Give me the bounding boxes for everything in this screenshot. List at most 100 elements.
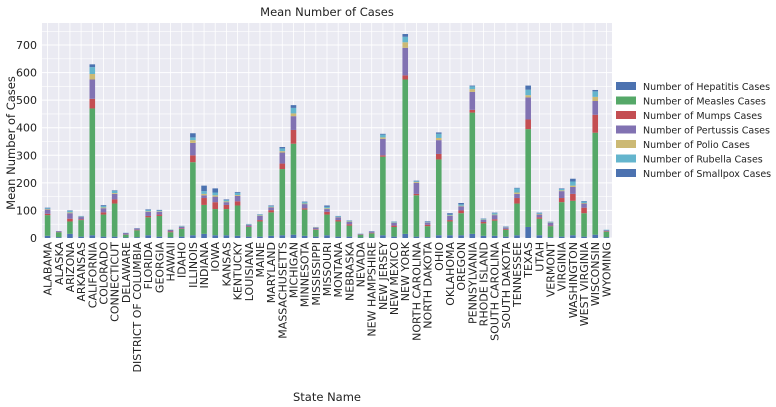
bar-segment xyxy=(480,222,487,224)
bar-segment xyxy=(290,105,297,108)
bar-segment xyxy=(245,225,252,227)
x-tick-label: TENNESSEE xyxy=(511,242,524,308)
bar-segment xyxy=(335,217,341,221)
bar-segment xyxy=(469,89,476,92)
x-tick-label: OKLAHOMA xyxy=(444,242,457,306)
bar-segment xyxy=(558,190,565,192)
bar-segment xyxy=(335,236,341,238)
bar-segment xyxy=(570,200,576,236)
legend-label: Number of Mumps Cases xyxy=(643,111,762,122)
bar-segment xyxy=(413,193,420,196)
bar-segment xyxy=(458,204,464,206)
bar-segment xyxy=(536,214,543,218)
legend-label: Number of Pertussis Cases xyxy=(643,126,770,137)
bar-segment xyxy=(268,205,274,207)
x-tick-label: VIRGINIA xyxy=(556,242,569,292)
bar-segment xyxy=(581,202,587,204)
bar-segment xyxy=(234,205,241,236)
bar-segment xyxy=(469,86,476,90)
bar-segment xyxy=(435,132,442,134)
bar-segment xyxy=(301,209,308,236)
bar-segment xyxy=(111,199,118,204)
bar-segment xyxy=(67,218,73,222)
bar-segment xyxy=(536,212,543,214)
bar-segment xyxy=(380,133,386,135)
bar-segment xyxy=(156,214,163,216)
bar-segment xyxy=(55,237,62,238)
bar-segment xyxy=(145,235,151,238)
bar-segment xyxy=(301,201,308,203)
y-ticks: 0 100 200 300 400 500 600 700 xyxy=(16,39,37,245)
bar-segment xyxy=(156,211,163,212)
bar-segment xyxy=(145,211,151,216)
bar-segment xyxy=(234,235,241,238)
bar-segment xyxy=(313,229,319,237)
x-tick-label: SOUTH DAKOTA xyxy=(500,242,513,329)
bar-segment xyxy=(290,143,297,235)
bar-segment xyxy=(44,209,51,210)
bar-segment xyxy=(290,116,297,130)
legend-label: Number of Polio Cases xyxy=(643,140,750,151)
bar-segment xyxy=(357,234,364,238)
bar-segment xyxy=(503,228,509,230)
bar-segment xyxy=(190,162,196,236)
y-tick-label: 500 xyxy=(16,94,37,107)
bar-segment xyxy=(257,236,263,238)
bar-segment xyxy=(357,233,364,235)
x-tick-label: NEBRASKA xyxy=(343,242,356,301)
bar-segment xyxy=(324,205,330,207)
bar-segment xyxy=(558,198,565,203)
chart-title: Mean Number of Cases xyxy=(260,5,394,19)
bar-segment xyxy=(368,233,375,238)
bar-segment xyxy=(301,203,308,205)
x-tick-label: CALIFORNIA xyxy=(86,242,99,309)
bar-segment xyxy=(100,214,107,237)
bar-segment xyxy=(469,85,476,87)
bar-segment xyxy=(536,217,543,219)
bar-segment xyxy=(558,188,565,189)
bar-segment xyxy=(447,220,453,222)
bar-segment xyxy=(67,221,73,234)
bar-segment xyxy=(212,209,219,236)
bar-segment xyxy=(190,142,196,156)
x-tick-label: OHIO xyxy=(433,242,446,271)
bar-segment xyxy=(145,217,151,236)
bar-segment xyxy=(380,235,386,238)
bar-segment xyxy=(257,215,263,221)
bar-segment xyxy=(67,213,73,219)
bar-segment xyxy=(525,226,531,238)
y-tick-label: 100 xyxy=(16,204,37,217)
bar-segment xyxy=(503,236,509,238)
bar-segment xyxy=(89,98,96,109)
bar-segment xyxy=(178,228,185,237)
x-tick-label: ARKANSAS xyxy=(75,242,88,302)
bar-segment xyxy=(536,214,543,215)
bar-segment xyxy=(346,222,353,225)
bar-segment xyxy=(100,236,107,238)
bar-segment xyxy=(547,225,554,227)
bar-segment xyxy=(268,207,274,211)
bar-segment xyxy=(547,222,554,223)
bar-segment xyxy=(257,220,263,222)
bar-segment xyxy=(313,229,319,230)
bar-segment xyxy=(458,202,464,205)
bar-segment xyxy=(424,237,431,238)
bar-segment xyxy=(178,226,185,227)
bar-segment xyxy=(458,235,464,238)
bar-segment xyxy=(447,213,453,215)
bar-segment xyxy=(491,213,498,215)
y-axis-label: Mean Number of Cases xyxy=(4,76,18,210)
legend-swatch xyxy=(616,125,636,134)
y-tick-label: 200 xyxy=(16,177,37,190)
bar-segment xyxy=(167,232,174,238)
bar-segment xyxy=(279,147,286,149)
x-tick-label: HAWAII xyxy=(165,242,178,281)
bar-segment xyxy=(156,210,163,212)
bar-segment xyxy=(44,235,51,238)
bar-segment xyxy=(603,231,610,238)
bar-segment xyxy=(268,206,274,208)
bar-segment xyxy=(89,108,96,236)
bar-segment xyxy=(547,226,554,238)
